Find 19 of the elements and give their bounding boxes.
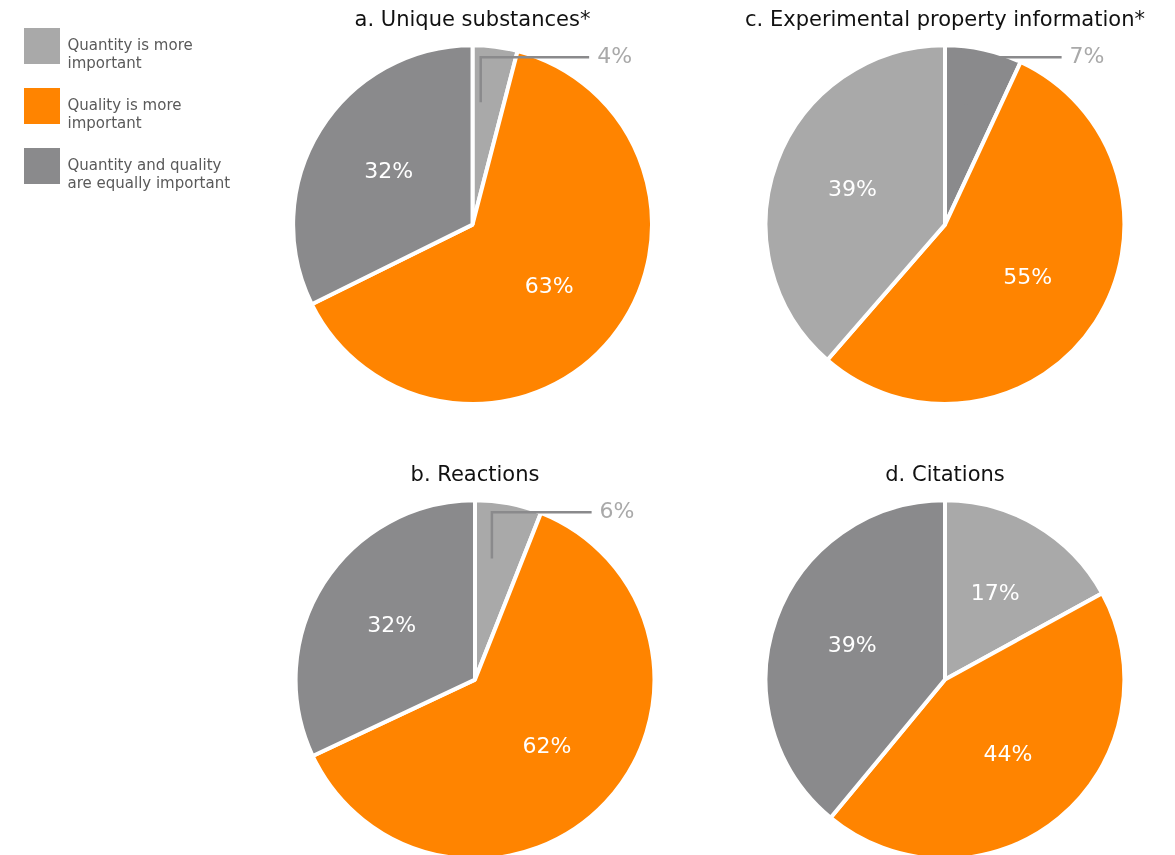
legend-label: Quality is more important <box>67 95 182 132</box>
chart-title: d. Citations <box>885 462 1005 487</box>
data-label: 17% <box>970 580 1020 606</box>
data-label: 6% <box>599 497 635 523</box>
data-label: 4% <box>597 42 633 68</box>
data-label: 63% <box>524 272 574 298</box>
data-label: 55% <box>1003 264 1053 290</box>
data-label: 7% <box>1069 42 1105 68</box>
data-label: 62% <box>522 732 572 758</box>
chart-title: c. Experimental property information* <box>745 7 1145 32</box>
chart-title: b. Reactions <box>410 462 540 487</box>
legend-label: Quantity is more important <box>67 35 193 72</box>
legend-label: Quantity and quality are equally important <box>67 155 231 192</box>
data-label: 44% <box>983 741 1033 767</box>
data-label: 32% <box>367 612 417 638</box>
data-label: 32% <box>364 158 414 184</box>
data-label: 39% <box>827 631 877 657</box>
data-label: 39% <box>828 175 878 201</box>
chart-title: a. Unique substances* <box>354 7 591 32</box>
